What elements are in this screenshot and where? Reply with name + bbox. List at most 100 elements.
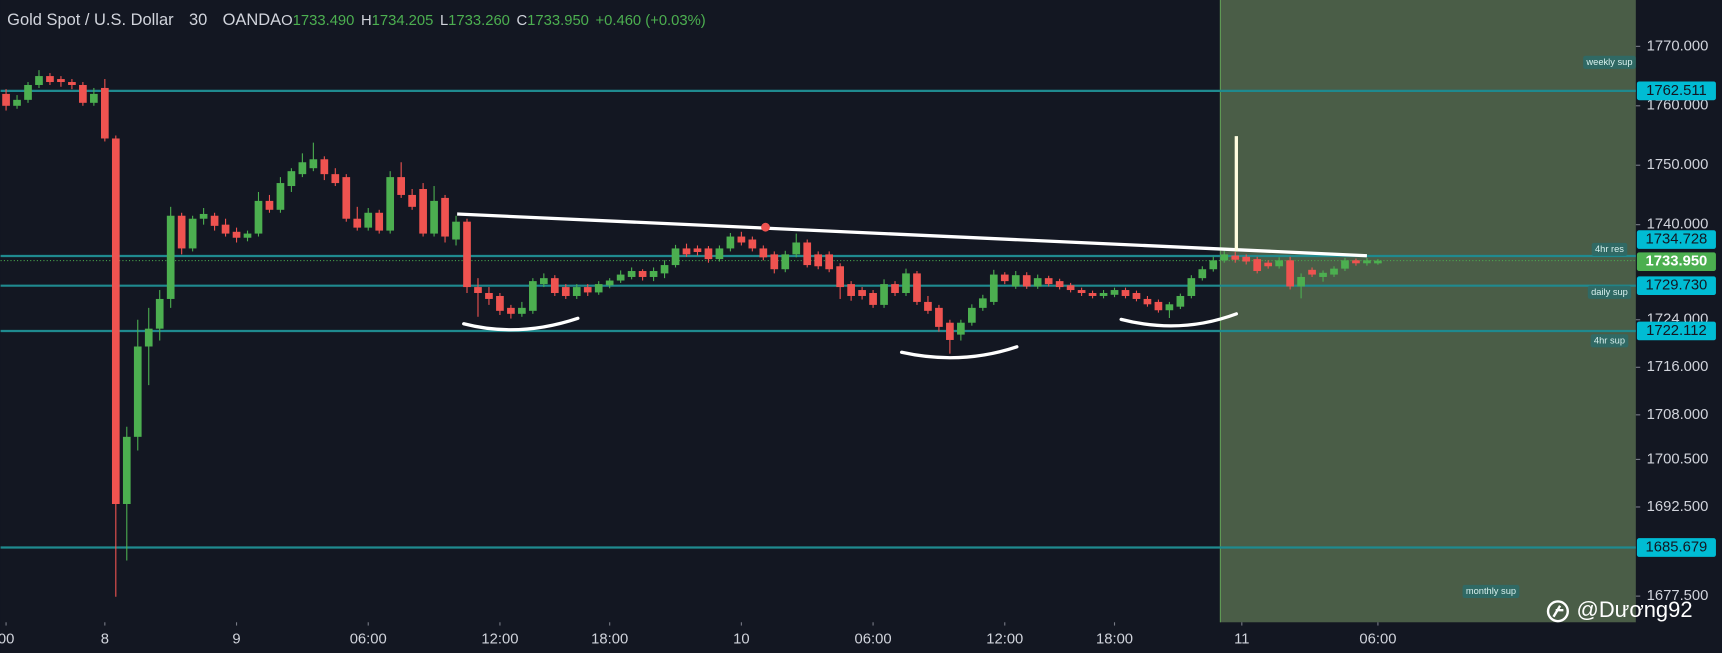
candle-body: [616, 274, 625, 281]
candle-body: [660, 265, 669, 274]
level-label: 1729.730: [1646, 278, 1708, 294]
candle-body: [880, 284, 888, 305]
x-tick-label: 12:00: [986, 632, 1023, 648]
candle-body: [1363, 260, 1371, 264]
last-price-box: [1636, 252, 1716, 272]
candle-body: [1011, 275, 1020, 287]
legend-key: H: [361, 13, 372, 29]
y-tick-label: 1770.000: [1647, 38, 1709, 54]
header: Gold Spot / U.S. Dollar 30 OANDAO1733.490 H…: [7, 11, 706, 29]
candle-body: [1253, 259, 1262, 272]
candle-body: [1275, 260, 1283, 267]
y-tick-label: 1692.500: [1647, 499, 1709, 515]
candle-body: [913, 273, 921, 302]
candle-body: [24, 84, 32, 100]
candle-body: [287, 171, 296, 187]
x-tick-label: 18:00: [591, 632, 628, 648]
candle-body: [693, 248, 702, 252]
candle-body: [463, 221, 471, 288]
exchange: OANDA: [223, 11, 282, 29]
candle-body: [605, 280, 614, 286]
candle-body: [638, 271, 647, 277]
candle-body: [2, 93, 10, 106]
candle-body: [100, 87, 109, 139]
candle-body: [375, 212, 384, 231]
x-tick-label: 11: [1234, 632, 1249, 648]
candle-body: [507, 307, 515, 314]
candle-body: [155, 298, 164, 329]
candle-body: [1297, 276, 1305, 287]
candle-body: [550, 278, 559, 294]
candle-body: [144, 328, 153, 347]
candle-body: [1121, 290, 1130, 296]
candle-body: [342, 177, 351, 219]
watermark-logo: [1552, 605, 1564, 618]
level-label-box: [1636, 538, 1716, 557]
legend-key: L: [440, 13, 448, 29]
level-note-box: [1587, 285, 1632, 299]
candle-body: [715, 248, 724, 260]
candle-body: [539, 278, 548, 285]
y-tick-label: 1760.000: [1647, 98, 1709, 114]
candle-body: [13, 99, 21, 106]
candle-body: [90, 93, 98, 103]
candle-body: [276, 183, 285, 210]
candle-body: [111, 138, 120, 504]
last-price-label: 1733.950: [1646, 254, 1708, 270]
candle-body: [1352, 260, 1360, 264]
candle-body: [935, 307, 943, 327]
level-note-box: [1462, 584, 1520, 598]
candle-body: [1198, 269, 1207, 279]
candle-body: [847, 284, 855, 296]
candle-body: [1165, 304, 1174, 311]
level-label-box: [1636, 276, 1716, 296]
candle-body: [1033, 278, 1042, 287]
candle-body: [649, 271, 658, 277]
candle-body: [1187, 278, 1196, 296]
legend-value: 1733.490: [293, 13, 355, 29]
candle-body: [243, 233, 252, 238]
legend-value: 1734.205: [372, 13, 434, 29]
x-tick-label: 10: [733, 632, 749, 648]
candle-body: [968, 307, 976, 323]
candle-body: [891, 284, 899, 294]
legend-value: 1733.260: [448, 13, 510, 29]
candle-body: [748, 239, 757, 249]
level-label: 1685.679: [1646, 539, 1708, 555]
candle-body: [1242, 256, 1251, 262]
candle-body: [572, 287, 581, 296]
candle-body: [627, 271, 636, 277]
level-label-box: [1636, 230, 1716, 249]
y-tick-label: 1677.500: [1647, 588, 1709, 604]
candle-body: [1088, 293, 1097, 296]
candle-body: [1231, 255, 1240, 260]
candle-body: [1319, 272, 1327, 277]
candle-body: [133, 346, 142, 437]
y-tick-label: 1740.000: [1647, 217, 1709, 233]
candle-body: [35, 76, 43, 85]
candle-body: [518, 307, 526, 314]
candle-body: [386, 177, 395, 231]
x-tick-label: 8: [101, 632, 109, 648]
level-label-box: [1636, 321, 1716, 341]
candle-body: [57, 79, 65, 83]
candle-body: [199, 213, 208, 219]
candle-body: [419, 188, 427, 234]
candle-body: [803, 242, 812, 266]
level-note-box: [1583, 55, 1636, 69]
legend-value: 1733.950: [527, 13, 589, 29]
watermark: @Dương92: [1546, 597, 1693, 623]
y-tick-label: 1700.500: [1647, 451, 1709, 467]
candle-body: [529, 281, 537, 311]
candle-body: [792, 242, 801, 255]
x-tick-label: 00: [0, 632, 14, 648]
candle-body: [737, 236, 746, 243]
candle-body: [1044, 278, 1053, 285]
candle-body: [298, 162, 307, 175]
legend-key: C: [517, 13, 528, 29]
candle-body: [265, 200, 274, 210]
candle-body: [166, 215, 175, 299]
candle-body: [441, 197, 449, 237]
candle-body: [1055, 281, 1064, 288]
candle-body: [781, 254, 790, 270]
